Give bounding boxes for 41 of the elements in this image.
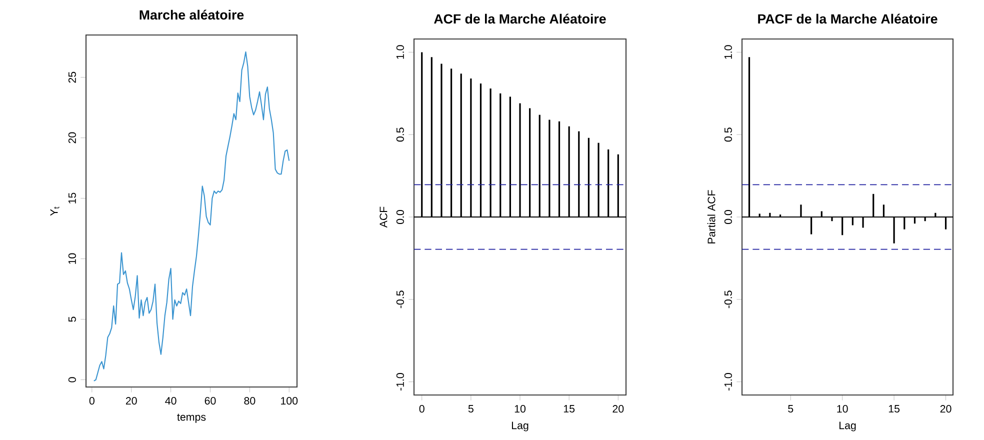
x-tick-label: 60 bbox=[204, 397, 216, 405]
x-tick-label: 100 bbox=[281, 397, 298, 405]
y-tick-label: 15 bbox=[68, 192, 76, 204]
x-tick-label: 80 bbox=[244, 397, 256, 405]
y-tick-label: -0.5 bbox=[724, 290, 732, 308]
x-tick-label: 10 bbox=[837, 405, 848, 413]
y-tick-label: 0.5 bbox=[396, 128, 404, 142]
x-axis-title: Lag bbox=[839, 422, 856, 432]
y-tick-label: 0 bbox=[68, 377, 76, 382]
y-tick-label: 5 bbox=[68, 316, 76, 322]
line-series bbox=[93, 51, 290, 382]
x-tick-label: 20 bbox=[940, 405, 952, 413]
y-axis-title: Partial ACF bbox=[707, 190, 716, 244]
y-tick-label: -1.0 bbox=[724, 373, 732, 391]
x-tick-label: 15 bbox=[564, 405, 575, 412]
y-tick-label: 10 bbox=[68, 253, 76, 264]
x-tick-label: 5 bbox=[788, 405, 794, 412]
x-tick-label: 10 bbox=[514, 405, 526, 413]
y-tick-label: 25 bbox=[68, 72, 76, 83]
x-axis-title: Lag bbox=[512, 422, 528, 432]
y-tick-label: 0.0 bbox=[724, 210, 732, 224]
y-tick-label: 0.0 bbox=[396, 210, 404, 224]
x-tick-label: 0 bbox=[419, 405, 424, 413]
x-tick-label: 20 bbox=[612, 405, 624, 413]
y-tick-label: 1.0 bbox=[724, 45, 732, 59]
chart-title: ACF de la Marche Aléatoire bbox=[434, 14, 606, 24]
x-axis-title: temps bbox=[177, 414, 206, 423]
chart-title: Marche aléatoire bbox=[140, 10, 244, 20]
x-tick-label: 0 bbox=[89, 397, 94, 405]
x-tick-label: 20 bbox=[126, 397, 137, 405]
y-axis-title: Y$_{t}$ bbox=[50, 206, 60, 216]
y-axis-title: ACF bbox=[380, 206, 388, 228]
y-tick-label: 0.5 bbox=[724, 128, 732, 142]
chart-title: PACF de la Marche Aléatoire bbox=[758, 14, 938, 24]
x-tick-label: 40 bbox=[165, 397, 176, 405]
x-tick-label: 5 bbox=[468, 405, 474, 412]
y-tick-label: 1.0 bbox=[396, 45, 404, 59]
y-tick-label: -1.0 bbox=[396, 373, 404, 391]
y-tick-label: -0.5 bbox=[396, 290, 404, 308]
x-tick-label: 15 bbox=[888, 405, 900, 412]
y-tick-label: 20 bbox=[68, 132, 76, 144]
